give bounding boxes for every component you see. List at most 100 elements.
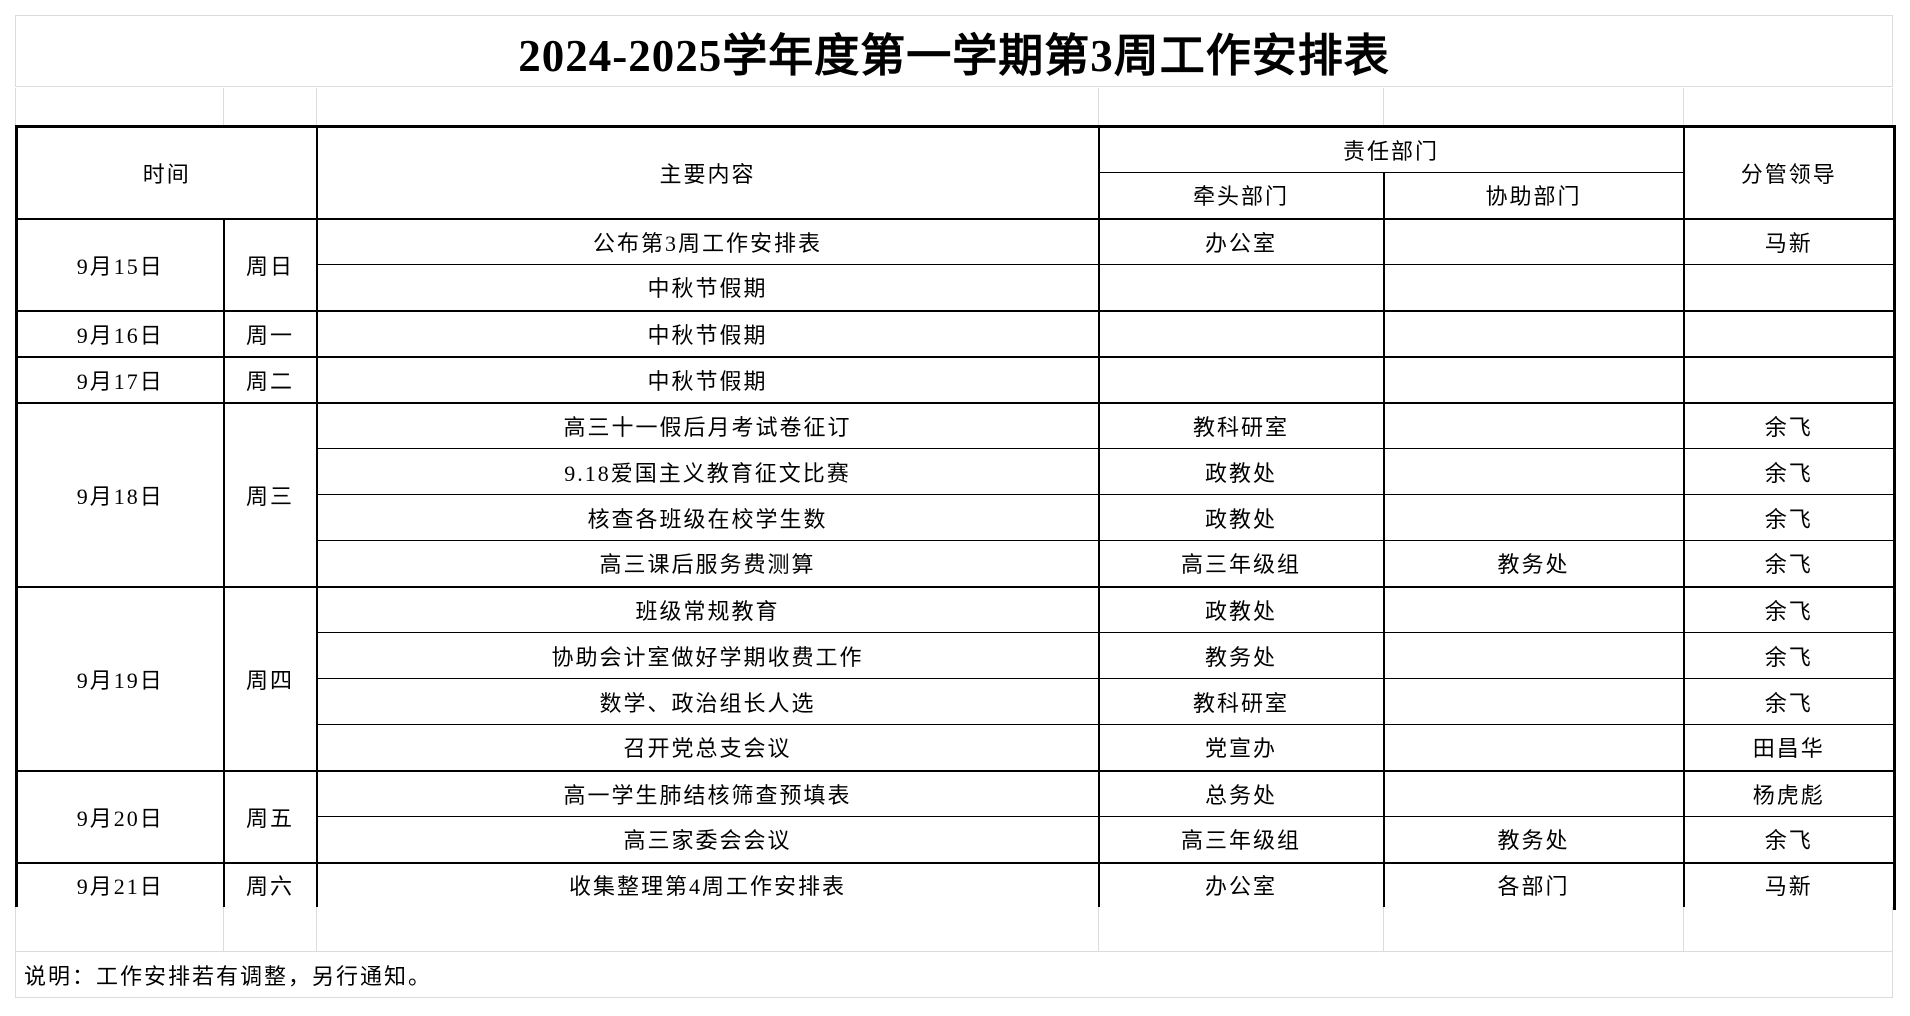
- cell-assist-dept: [1382, 632, 1685, 679]
- cell-lead-dept: 党宣办: [1097, 724, 1385, 771]
- cell-lead-dept: 政教处: [1097, 494, 1385, 541]
- gridline: [1683, 88, 1684, 125]
- cell-assist-dept: [1382, 309, 1685, 357]
- cell-lead-dept: 办公室: [1097, 217, 1385, 265]
- gridline: [223, 88, 224, 125]
- cell-weekday: 周三: [222, 401, 318, 587]
- header-assist-dept: 协助部门: [1382, 172, 1685, 219]
- cell-assist-dept: [1382, 217, 1685, 265]
- cell-weekday: 周五: [222, 769, 318, 863]
- cell-assist-dept: [1382, 448, 1685, 495]
- table-row: 高三家委会会议 高三年级组 教务处 余飞: [17, 816, 1896, 863]
- table-row: 协助会计室做好学期收费工作 教务处 余飞: [17, 632, 1896, 679]
- cell-leader: [1682, 355, 1896, 403]
- cell-leader: 田昌华: [1682, 724, 1896, 771]
- cell-assist-dept: 各部门: [1382, 861, 1685, 909]
- cell-assist-dept: [1382, 585, 1685, 633]
- gridline: [1683, 907, 1684, 951]
- cell-date: 9月16日: [15, 309, 225, 357]
- cell-leader: [1682, 264, 1896, 311]
- cell-leader: 杨虎彪: [1682, 769, 1896, 817]
- cell-lead-dept: 总务处: [1097, 769, 1385, 817]
- cell-lead-dept: 政教处: [1097, 585, 1385, 633]
- cell-lead-dept: [1097, 264, 1385, 311]
- cell-assist-dept: 教务处: [1382, 540, 1685, 587]
- cell-leader: 马新: [1682, 861, 1896, 909]
- cell-lead-dept: 政教处: [1097, 448, 1385, 495]
- cell-date: 9月19日: [15, 585, 225, 771]
- cell-weekday: 周二: [222, 355, 318, 403]
- cell-lead-dept: 高三年级组: [1097, 540, 1385, 587]
- cell-leader: 余飞: [1682, 678, 1896, 725]
- cell-lead-dept: 教科研室: [1097, 401, 1385, 449]
- table-row: 数学、政治组长人选 教科研室 余飞: [17, 678, 1896, 725]
- grid-gap-row: [15, 88, 1893, 125]
- gridline: [1098, 88, 1099, 125]
- cell-leader: 余飞: [1682, 540, 1896, 587]
- grid-empty-row: [15, 907, 1893, 952]
- title-cell: 2024-2025学年度第一学期第3周工作安排表: [15, 15, 1893, 87]
- cell-assist-dept: 教务处: [1382, 816, 1685, 863]
- table-row: 9月19日 周四 班级常规教育 政教处 余飞: [15, 585, 1896, 771]
- cell-assist-dept: [1382, 264, 1685, 311]
- cell-assist-dept: [1382, 355, 1685, 403]
- subheader-row: 牵头部门 协助部门: [17, 172, 1895, 219]
- cell-content: 高一学生肺结核筛查预填表: [315, 769, 1100, 817]
- gridline: [316, 907, 317, 951]
- cell-assist-dept: [1382, 769, 1685, 817]
- cell-weekday: 周四: [222, 585, 318, 771]
- header-dept: 责任部门: [1097, 125, 1685, 173]
- cell-date: 9月18日: [15, 401, 225, 587]
- cell-assist-dept: [1382, 494, 1685, 541]
- table-row: 9月20日 周五 高一学生肺结核筛查预填表 总务处 杨虎彪: [15, 769, 1896, 863]
- header-lead-dept: 牵头部门: [1097, 172, 1385, 219]
- header-time: 时间: [15, 125, 318, 219]
- table-row: 9月21日 周六 收集整理第4周工作安排表 办公室 各部门 马新: [15, 861, 1896, 909]
- cell-content: 召开党总支会议: [315, 724, 1100, 771]
- table-row: 9月18日 周三 高三十一假后月考试卷征订 教科研室 余飞: [15, 401, 1896, 587]
- cell-leader: [1682, 309, 1896, 357]
- cell-content: 高三家委会会议: [315, 816, 1100, 863]
- cell-lead-dept: 办公室: [1097, 861, 1385, 909]
- table-row: 9.18爱国主义教育征文比赛 政教处 余飞: [17, 448, 1896, 495]
- cell-content: 9.18爱国主义教育征文比赛: [315, 448, 1100, 495]
- cell-leader: 余飞: [1682, 816, 1896, 863]
- schedule-table: 时间 主要内容 责任部门 分管领导 牵头部门 协助部门 9月15日 周日 公布第…: [15, 125, 1897, 910]
- cell-weekday: 周一: [222, 309, 318, 357]
- cell-leader: 余飞: [1682, 448, 1896, 495]
- cell-lead-dept: [1097, 355, 1385, 403]
- cell-lead-dept: 教科研室: [1097, 678, 1385, 725]
- cell-content: 协助会计室做好学期收费工作: [315, 632, 1100, 679]
- gridline: [1383, 907, 1384, 951]
- table-row: 9月15日 周日 公布第3周工作安排表 办公室 马新: [15, 217, 1896, 311]
- cell-weekday: 周六: [222, 861, 318, 909]
- page-title: 2024-2025学年度第一学期第3周工作安排表: [518, 30, 1390, 81]
- cell-content: 公布第3周工作安排表: [315, 217, 1100, 265]
- cell-content: 高三十一假后月考试卷征订: [315, 401, 1100, 449]
- note-text: 说明：工作安排若有调整，另行通知。: [24, 963, 433, 989]
- table-row: 核查各班级在校学生数 政教处 余飞: [17, 494, 1896, 541]
- gridline: [316, 88, 317, 125]
- table-row: 9月16日 周一 中秋节假期: [15, 309, 1896, 357]
- cell-date: 9月17日: [15, 355, 225, 403]
- cell-content: 中秋节假期: [315, 264, 1100, 311]
- note-row: 说明：工作安排若有调整，另行通知。: [15, 952, 1893, 998]
- header-content: 主要内容: [315, 125, 1100, 219]
- cell-date: 9月20日: [15, 769, 225, 863]
- header-leader: 分管领导: [1682, 125, 1896, 219]
- cell-content: 中秋节假期: [315, 309, 1100, 357]
- cell-date: 9月21日: [15, 861, 225, 909]
- cell-content: 数学、政治组长人选: [315, 678, 1100, 725]
- cell-leader: 余飞: [1682, 401, 1896, 449]
- cell-leader: 余飞: [1682, 585, 1896, 633]
- cell-lead-dept: 高三年级组: [1097, 816, 1385, 863]
- table-row: 9月17日 周二 中秋节假期: [15, 355, 1896, 403]
- cell-assist-dept: [1382, 678, 1685, 725]
- gridline: [223, 907, 224, 951]
- cell-weekday: 周日: [222, 217, 318, 311]
- cell-content: 中秋节假期: [315, 355, 1100, 403]
- cell-content: 班级常规教育: [315, 585, 1100, 633]
- cell-content: 核查各班级在校学生数: [315, 494, 1100, 541]
- header-row: 时间 主要内容 责任部门 分管领导: [15, 125, 1896, 219]
